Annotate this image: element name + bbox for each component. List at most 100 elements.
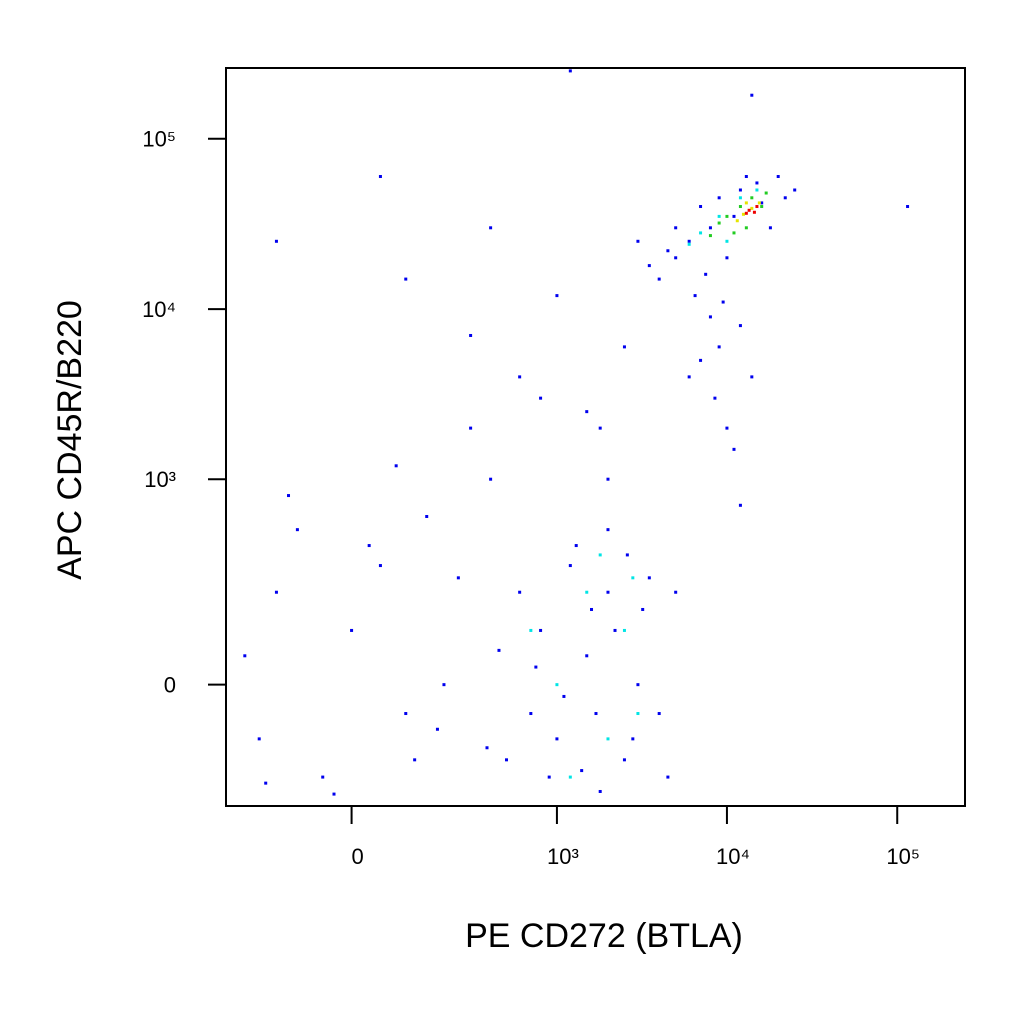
event-point <box>641 607 645 611</box>
event-point <box>485 746 489 750</box>
event-point <box>776 175 780 179</box>
event-point <box>332 792 336 796</box>
event-point <box>735 219 739 223</box>
event-point <box>555 294 559 298</box>
event-point <box>738 188 742 192</box>
event-point <box>657 712 661 716</box>
event-point <box>783 196 787 200</box>
event-point <box>738 196 742 200</box>
event-point <box>906 205 910 209</box>
event-point <box>367 544 371 548</box>
event-point <box>425 514 429 518</box>
event-point <box>738 205 742 209</box>
event-point <box>687 239 691 243</box>
event-point <box>725 239 729 243</box>
event-point <box>295 528 299 532</box>
event-point <box>518 590 522 594</box>
event-point <box>717 214 721 218</box>
event-point <box>674 226 678 230</box>
event-point <box>625 553 629 557</box>
event-point <box>489 477 493 481</box>
event-point <box>264 781 268 785</box>
event-point <box>721 300 725 304</box>
event-point <box>469 333 473 337</box>
event-point <box>562 694 566 698</box>
event-point <box>750 206 754 210</box>
event-point <box>555 737 559 741</box>
event-point <box>580 769 584 773</box>
event-point <box>243 654 247 658</box>
event-point <box>657 277 661 281</box>
event-point <box>647 576 651 580</box>
event-point <box>699 205 703 209</box>
event-point <box>687 375 691 379</box>
event-point <box>539 628 543 632</box>
x-tick-label: 10⁵ <box>886 844 920 869</box>
event-point <box>505 758 509 762</box>
event-point <box>257 737 261 741</box>
event-point <box>717 196 721 200</box>
event-point <box>539 396 543 400</box>
event-point <box>489 226 493 230</box>
event-point <box>590 607 594 611</box>
event-point <box>738 324 742 328</box>
event-point <box>793 188 797 192</box>
x-tick-label: 10⁴ <box>716 844 750 869</box>
x-axis-title: PE CD272 (BTLA) <box>465 917 743 955</box>
event-point <box>708 234 712 238</box>
x-tick-label: 0 <box>351 844 363 869</box>
event-point <box>606 477 610 481</box>
event-point <box>413 758 417 762</box>
event-point <box>555 683 559 687</box>
event-point <box>274 239 278 243</box>
event-point <box>693 294 697 298</box>
event-point <box>699 231 703 235</box>
event-point <box>768 226 772 230</box>
event-point <box>598 553 602 557</box>
event-point <box>757 201 761 205</box>
event-point <box>598 789 602 793</box>
event-point <box>636 712 640 716</box>
event-point <box>606 528 610 532</box>
event-point <box>732 231 736 235</box>
event-point <box>687 242 691 246</box>
event-point <box>713 396 717 400</box>
event-point <box>568 775 572 779</box>
event-point <box>568 69 572 73</box>
event-point <box>760 201 764 205</box>
event-point <box>755 205 759 209</box>
event-point <box>750 375 754 379</box>
event-point <box>394 464 398 468</box>
event-point <box>647 264 651 268</box>
event-point <box>744 201 748 205</box>
event-point <box>760 205 764 209</box>
y-tick-label: 0 <box>164 672 176 697</box>
y-tick-label: 10³ <box>144 467 176 492</box>
event-point <box>636 683 640 687</box>
y-tick-label: 10⁴ <box>142 297 176 322</box>
event-point <box>666 775 670 779</box>
event-point <box>287 494 291 498</box>
event-point <box>717 221 721 225</box>
event-point <box>704 272 708 276</box>
event-point <box>674 590 678 594</box>
event-point <box>666 249 670 253</box>
event-point <box>585 410 589 414</box>
event-point <box>606 590 610 594</box>
event-point <box>435 727 439 731</box>
event-point <box>708 315 712 319</box>
event-point <box>750 196 754 200</box>
event-point <box>755 181 759 185</box>
event-point <box>631 576 635 580</box>
event-point <box>321 775 325 779</box>
event-point <box>741 212 745 216</box>
event-point <box>529 712 533 716</box>
event-point <box>750 93 754 97</box>
event-point <box>744 211 748 215</box>
event-point <box>738 503 742 507</box>
event-point <box>725 214 729 218</box>
plot-frame <box>225 67 966 807</box>
y-tick-label: 10⁵ <box>142 127 176 152</box>
event-point <box>764 191 768 195</box>
event-point <box>622 758 626 762</box>
